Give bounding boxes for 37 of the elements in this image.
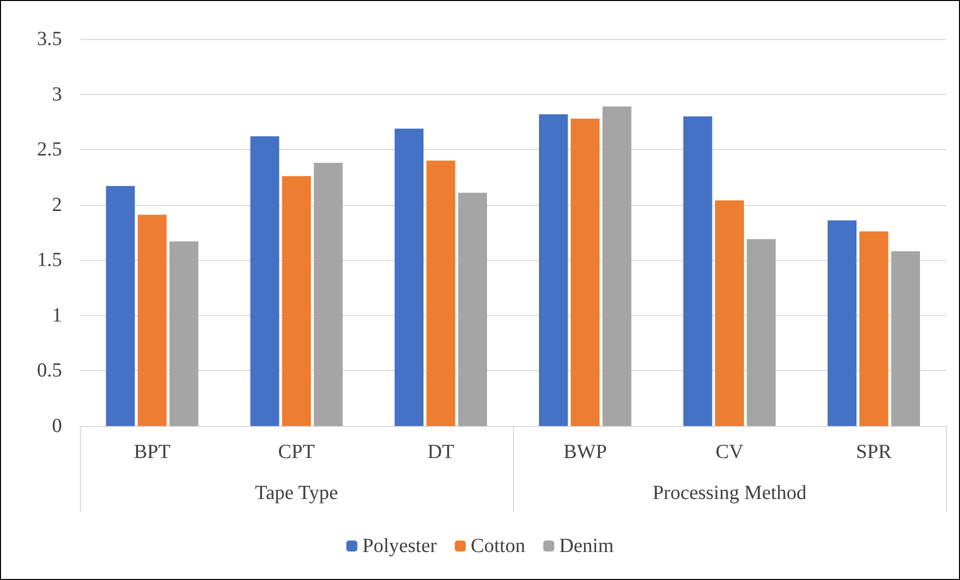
x-tick-label: BPT <box>134 441 171 463</box>
bar <box>746 239 776 426</box>
y-tick-label: 0 <box>52 415 62 437</box>
bar <box>859 231 888 426</box>
bar <box>138 214 167 426</box>
bar <box>314 162 343 426</box>
y-tick-label: 1.5 <box>37 249 62 272</box>
x-tick-label: BWP <box>563 441 607 463</box>
bar <box>602 106 632 426</box>
text: Tape Type <box>255 482 338 504</box>
bar <box>394 128 424 426</box>
y-tick-label: 2 <box>52 194 62 216</box>
legend-label: Cotton <box>470 535 526 557</box>
bar <box>538 114 568 426</box>
x-tick-label: CPT <box>278 441 315 463</box>
bar <box>715 200 744 426</box>
y-tick-label: 0.5 <box>37 360 62 382</box>
y-tick-label: 2.5 <box>37 138 62 161</box>
bar <box>683 116 712 426</box>
x-tick-label: CV <box>716 441 744 463</box>
bar <box>570 118 600 426</box>
y-tick-label: 3.5 <box>37 28 62 50</box>
y-tick-label: 1 <box>52 304 62 326</box>
bar <box>458 192 488 426</box>
x-tick-label: SPR <box>856 441 892 463</box>
text: Processing Method <box>652 482 806 504</box>
y-tick-label: 3 <box>52 83 62 106</box>
x-tick-label: DT <box>427 441 454 463</box>
bar <box>828 220 857 426</box>
bar <box>426 160 456 426</box>
bar <box>282 176 311 426</box>
bar <box>106 186 135 426</box>
bar <box>250 136 280 426</box>
legend-label: Polyester <box>362 535 438 557</box>
legend-label: Denim <box>559 535 614 557</box>
bar <box>169 241 198 426</box>
bar <box>891 251 920 426</box>
